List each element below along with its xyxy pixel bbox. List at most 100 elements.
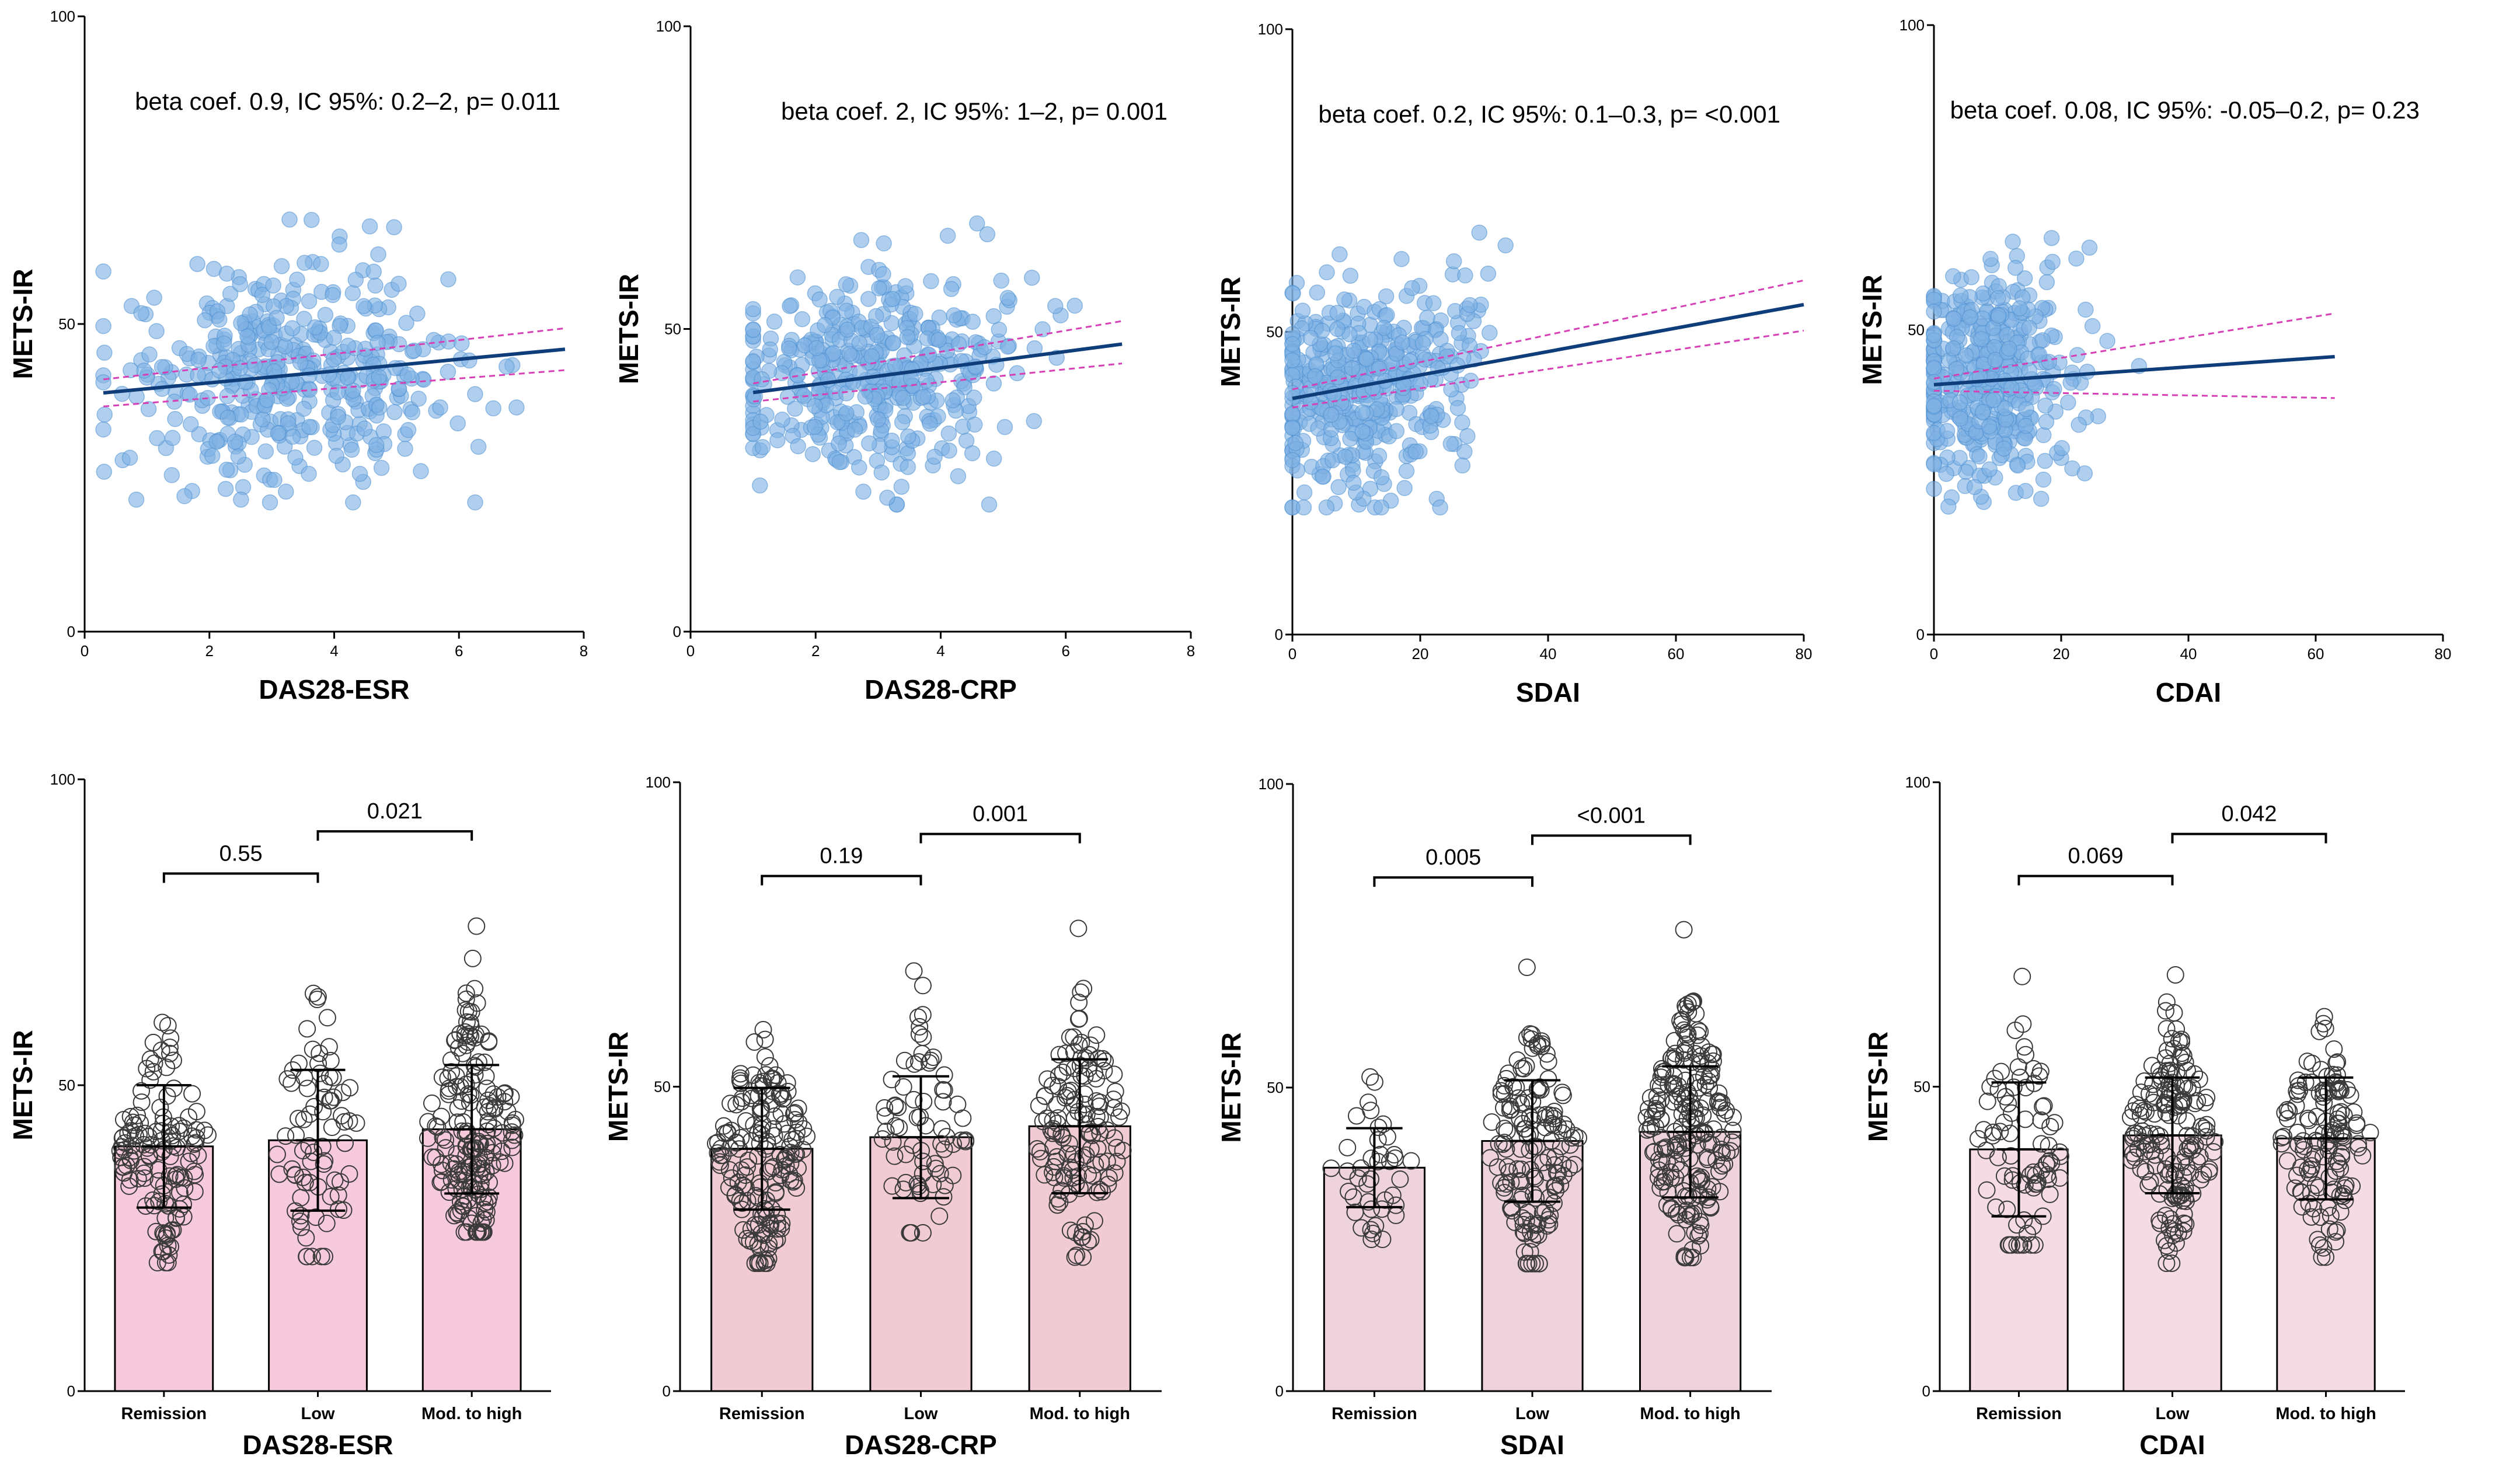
data-dot xyxy=(1684,1249,1702,1267)
data-dot xyxy=(304,984,322,1002)
data-dot xyxy=(1065,1096,1083,1114)
scatter-point xyxy=(1449,400,1466,416)
scatter-point xyxy=(230,448,247,465)
scatter-point xyxy=(406,342,422,359)
data-dot xyxy=(1711,1093,1729,1111)
data-dot xyxy=(305,1097,323,1116)
data-dot xyxy=(1074,1222,1092,1240)
data-dot xyxy=(2146,1156,2165,1175)
data-dot xyxy=(1650,1076,1668,1095)
scatter-point xyxy=(330,409,346,425)
data-dot xyxy=(489,1088,507,1106)
scatter-point xyxy=(900,428,916,445)
data-dot xyxy=(434,1128,452,1147)
data-dot xyxy=(2163,1030,2181,1048)
data-dot xyxy=(1048,1196,1066,1214)
data-dot xyxy=(1044,1163,1062,1182)
y-tick-label: 50 xyxy=(1267,1079,1284,1096)
data-dot xyxy=(2004,1167,2022,1185)
data-dot xyxy=(1563,1129,1581,1147)
scatter-point xyxy=(2031,346,2048,363)
data-dot xyxy=(2157,993,2176,1011)
scatter-point xyxy=(782,298,798,315)
data-dot xyxy=(764,1158,782,1176)
data-dot xyxy=(457,1075,475,1093)
data-dot xyxy=(2176,1054,2194,1072)
data-dot xyxy=(2327,1233,2345,1251)
data-dot xyxy=(1497,1069,1515,1088)
data-dot xyxy=(161,1044,179,1062)
scatter-point xyxy=(361,218,378,235)
data-dot xyxy=(2303,1157,2321,1175)
scatter-point xyxy=(939,228,956,244)
data-dot xyxy=(905,1055,923,1073)
data-dot xyxy=(1986,1069,2004,1088)
data-dot xyxy=(159,1197,177,1215)
data-dot xyxy=(503,1138,521,1156)
data-dot xyxy=(2186,1137,2204,1155)
data-dot xyxy=(1517,1212,1535,1230)
data-dot xyxy=(1365,1073,1383,1091)
x-tick-label: 40 xyxy=(2180,645,2197,663)
data-dot xyxy=(883,1071,901,1089)
scatter-point xyxy=(343,441,360,458)
scatter-point xyxy=(266,472,283,488)
data-dot xyxy=(2206,1133,2224,1151)
data-dot xyxy=(1653,1153,1671,1171)
scatter-point xyxy=(397,440,413,457)
data-dot xyxy=(1072,983,1090,1001)
data-dot xyxy=(437,1139,455,1157)
data-dot xyxy=(1367,1217,1385,1235)
data-dot xyxy=(1077,1146,1095,1164)
data-dot xyxy=(130,1125,148,1144)
data-dot xyxy=(167,1170,185,1188)
scatter-point xyxy=(915,389,932,405)
data-dot xyxy=(2272,1128,2291,1147)
data-dot xyxy=(1524,1230,1542,1248)
data-dot xyxy=(1362,1221,1380,1239)
data-dot xyxy=(751,1254,769,1272)
significance-bracket xyxy=(1373,876,1533,887)
scatter-point xyxy=(950,468,967,485)
data-dot xyxy=(935,1140,953,1158)
scatter-point xyxy=(752,413,769,430)
data-dot xyxy=(2131,1106,2149,1124)
scatter-das28-crp: 0 50 100 METS-IR 0 2 4 6 8 DAS28-CRP beta coef. 2,… xyxy=(614,18,1195,705)
data-dot xyxy=(2162,1210,2180,1228)
scatter-point xyxy=(899,329,916,346)
data-dot xyxy=(1083,1167,1102,1185)
data-dot xyxy=(433,1107,451,1125)
scatter-point xyxy=(1442,435,1459,452)
data-dot xyxy=(2166,966,2184,984)
data-dot xyxy=(1692,1216,1710,1234)
scatter-point xyxy=(894,414,911,430)
x-tick-label: 60 xyxy=(1668,645,1685,663)
data-dot xyxy=(2037,1155,2055,1173)
scatter-point xyxy=(863,348,880,365)
p-value-label: 0.001 xyxy=(973,802,1028,827)
x-axis-title: DAS28-CRP xyxy=(865,674,1017,705)
scatter-point xyxy=(1962,309,1978,326)
data-dot xyxy=(778,1074,796,1092)
data-dot xyxy=(1981,1078,1999,1096)
data-dot xyxy=(149,1172,168,1190)
data-dot xyxy=(2179,1140,2197,1158)
data-dot xyxy=(1105,1099,1123,1117)
data-dot xyxy=(920,1054,938,1072)
scatter-point xyxy=(449,415,466,432)
scatter-point xyxy=(371,399,388,416)
scatter-point xyxy=(781,340,797,357)
scatter-point xyxy=(2018,400,2034,417)
scatter-point xyxy=(218,265,235,282)
data-dot xyxy=(2200,1163,2218,1181)
data-dot xyxy=(1667,1136,1685,1154)
y-tick-label: 50 xyxy=(654,1078,671,1096)
data-dot xyxy=(1647,1118,1665,1136)
data-dot xyxy=(914,1028,932,1046)
category-label: Low xyxy=(904,1405,938,1423)
data-dot xyxy=(318,1009,336,1027)
data-dot xyxy=(2014,1236,2032,1254)
data-dot xyxy=(2333,1148,2351,1166)
data-dot xyxy=(1069,919,1088,938)
y-tick-label: 0 xyxy=(67,1382,75,1400)
